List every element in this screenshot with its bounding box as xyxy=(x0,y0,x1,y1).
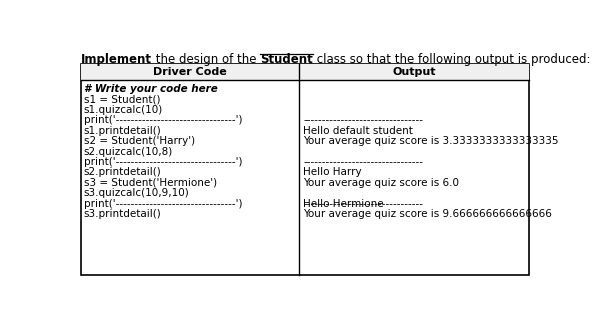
Text: Hello Hermione: Hello Hermione xyxy=(303,199,384,209)
Text: s2 = Student('Harry'): s2 = Student('Harry') xyxy=(84,136,195,146)
Text: the design of the: the design of the xyxy=(152,53,260,66)
Text: Your average quiz score is 6.0: Your average quiz score is 6.0 xyxy=(303,178,459,188)
Text: Your average quiz score is 3.3333333333333335: Your average quiz score is 3.33333333333… xyxy=(303,136,559,146)
Text: Hello Harry: Hello Harry xyxy=(303,168,362,178)
Text: Output: Output xyxy=(393,67,436,77)
Text: Implement: Implement xyxy=(80,53,152,66)
Bar xyxy=(80,64,530,80)
Text: Hello default student: Hello default student xyxy=(303,126,413,136)
Text: --------------------------------: -------------------------------- xyxy=(303,157,423,167)
Text: Your average quiz score is 9.666666666666666: Your average quiz score is 9.66666666666… xyxy=(303,209,552,219)
Text: print('--------------------------------'): print('--------------------------------'… xyxy=(84,157,242,167)
Text: s1 = Student(): s1 = Student() xyxy=(84,95,160,105)
Text: print('--------------------------------'): print('--------------------------------'… xyxy=(84,115,242,125)
Text: s2.quizcalc(10,8): s2.quizcalc(10,8) xyxy=(84,147,173,157)
Text: class so that the following output is produced:: class so that the following output is pr… xyxy=(312,53,590,66)
Text: s3.quizcalc(10,9,10): s3.quizcalc(10,9,10) xyxy=(84,188,189,198)
Text: print('--------------------------------'): print('--------------------------------'… xyxy=(84,199,242,209)
Text: --------------------------------: -------------------------------- xyxy=(303,115,423,125)
Bar xyxy=(80,64,530,274)
Text: Driver Code: Driver Code xyxy=(153,67,227,77)
Text: --------------------------------: -------------------------------- xyxy=(303,199,423,209)
Text: s1.printdetail(): s1.printdetail() xyxy=(84,126,161,136)
Text: s3.printdetail(): s3.printdetail() xyxy=(84,209,161,219)
Text: s2.printdetail(): s2.printdetail() xyxy=(84,168,161,178)
Text: Student: Student xyxy=(260,53,312,66)
Text: s3 = Student('Hermione'): s3 = Student('Hermione') xyxy=(84,178,217,188)
Text: s1.quizcalc(10): s1.quizcalc(10) xyxy=(84,105,163,115)
Text: # Write your code here: # Write your code here xyxy=(84,84,217,94)
